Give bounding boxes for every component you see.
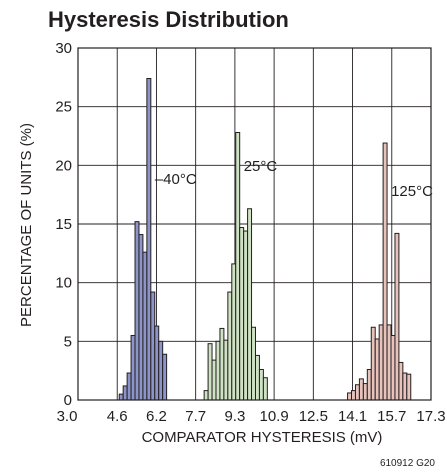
histogram-bar xyxy=(358,378,364,401)
histogram-bar xyxy=(138,234,144,401)
histogram-bar xyxy=(370,326,376,401)
histogram-bar xyxy=(130,334,136,401)
histogram-bar xyxy=(243,230,249,401)
histogram-bar xyxy=(239,227,245,401)
histogram-bar xyxy=(118,393,124,401)
chart-title: Hysteresis Distribution xyxy=(48,7,289,32)
histogram-bar xyxy=(362,383,368,401)
histogram-bar xyxy=(219,327,225,401)
histogram-bar xyxy=(247,208,253,401)
x-tick-label: 9.3 xyxy=(224,408,245,425)
histogram-bar xyxy=(211,359,217,401)
histogram-bar xyxy=(134,221,140,401)
histogram-bar xyxy=(235,131,241,401)
histogram-bar xyxy=(406,373,412,401)
x-tick-label: 4.6 xyxy=(107,408,128,425)
histogram-bar xyxy=(351,390,356,401)
y-tick-label: 30 xyxy=(55,40,72,57)
histogram-bar xyxy=(150,291,156,401)
series-label: 25°C xyxy=(244,158,278,175)
histogram-bar xyxy=(162,353,168,401)
histogram-bar xyxy=(203,390,209,401)
x-tick-label: 17.3 xyxy=(416,408,445,425)
histogram-bar xyxy=(382,142,388,401)
series-label: 125°C xyxy=(391,183,433,200)
histogram-bar xyxy=(390,334,396,401)
histogram-bar xyxy=(402,372,408,401)
histogram-bar xyxy=(354,384,360,401)
histogram-bar xyxy=(254,354,260,401)
histogram-bar xyxy=(378,324,384,401)
y-tick-label: 0 xyxy=(64,392,72,409)
histogram-bar xyxy=(258,368,264,401)
histogram-bar xyxy=(146,78,152,401)
histogram-bar xyxy=(122,385,128,401)
y-tick-label: 15 xyxy=(55,216,72,233)
figure-code: 610912 G20 xyxy=(380,458,435,469)
x-tick-labels: 3.0 4.6 6.2 7.7 9.3 10.9 12.5 14.1 15.7 17.3 xyxy=(57,408,446,425)
histogram-bar xyxy=(398,361,404,401)
histogram-bar xyxy=(231,263,237,401)
y-tick-label: 20 xyxy=(55,157,72,174)
histogram-bar xyxy=(223,339,229,401)
histogram-bar xyxy=(207,343,213,401)
series-label: –40°C xyxy=(155,171,197,188)
histogram-bar xyxy=(366,368,372,401)
histogram-bar xyxy=(142,251,148,401)
x-axis-label: COMPARATOR HYSTERESIS (mV) xyxy=(142,429,383,446)
histogram-bar xyxy=(227,291,233,401)
histogram-bar xyxy=(251,326,256,401)
x-tick-label: 14.1 xyxy=(338,408,367,425)
histogram-bar xyxy=(154,325,160,401)
plot-frame xyxy=(77,47,432,401)
y-axis-label: PERCENTAGE OF UNITS (%) xyxy=(18,123,35,327)
histogram-bar xyxy=(386,324,392,401)
x-tick-label: 12.5 xyxy=(299,408,328,425)
x-tick-label: 3.0 xyxy=(57,408,78,425)
y-tick-label: 10 xyxy=(55,275,72,292)
y-tick-label: 5 xyxy=(64,333,72,350)
series-labels: –40°C 25°C 125°C xyxy=(155,158,433,200)
histogram-bar xyxy=(262,377,268,401)
x-tick-label: 15.7 xyxy=(377,408,406,425)
y-tick-labels: 0 5 10 15 20 25 30 xyxy=(55,40,72,409)
histogram-bar xyxy=(215,340,221,401)
histogram-bar xyxy=(158,340,164,401)
y-tick-label: 25 xyxy=(55,99,72,116)
x-tick-label: 6.2 xyxy=(146,408,167,425)
histogram-bar xyxy=(126,372,132,401)
x-tick-label: 7.7 xyxy=(185,408,206,425)
histogram-bar xyxy=(394,232,400,401)
histogram-bar xyxy=(374,338,380,401)
x-tick-label: 10.9 xyxy=(260,408,289,425)
histogram-bar xyxy=(347,392,353,401)
bars xyxy=(118,78,412,401)
